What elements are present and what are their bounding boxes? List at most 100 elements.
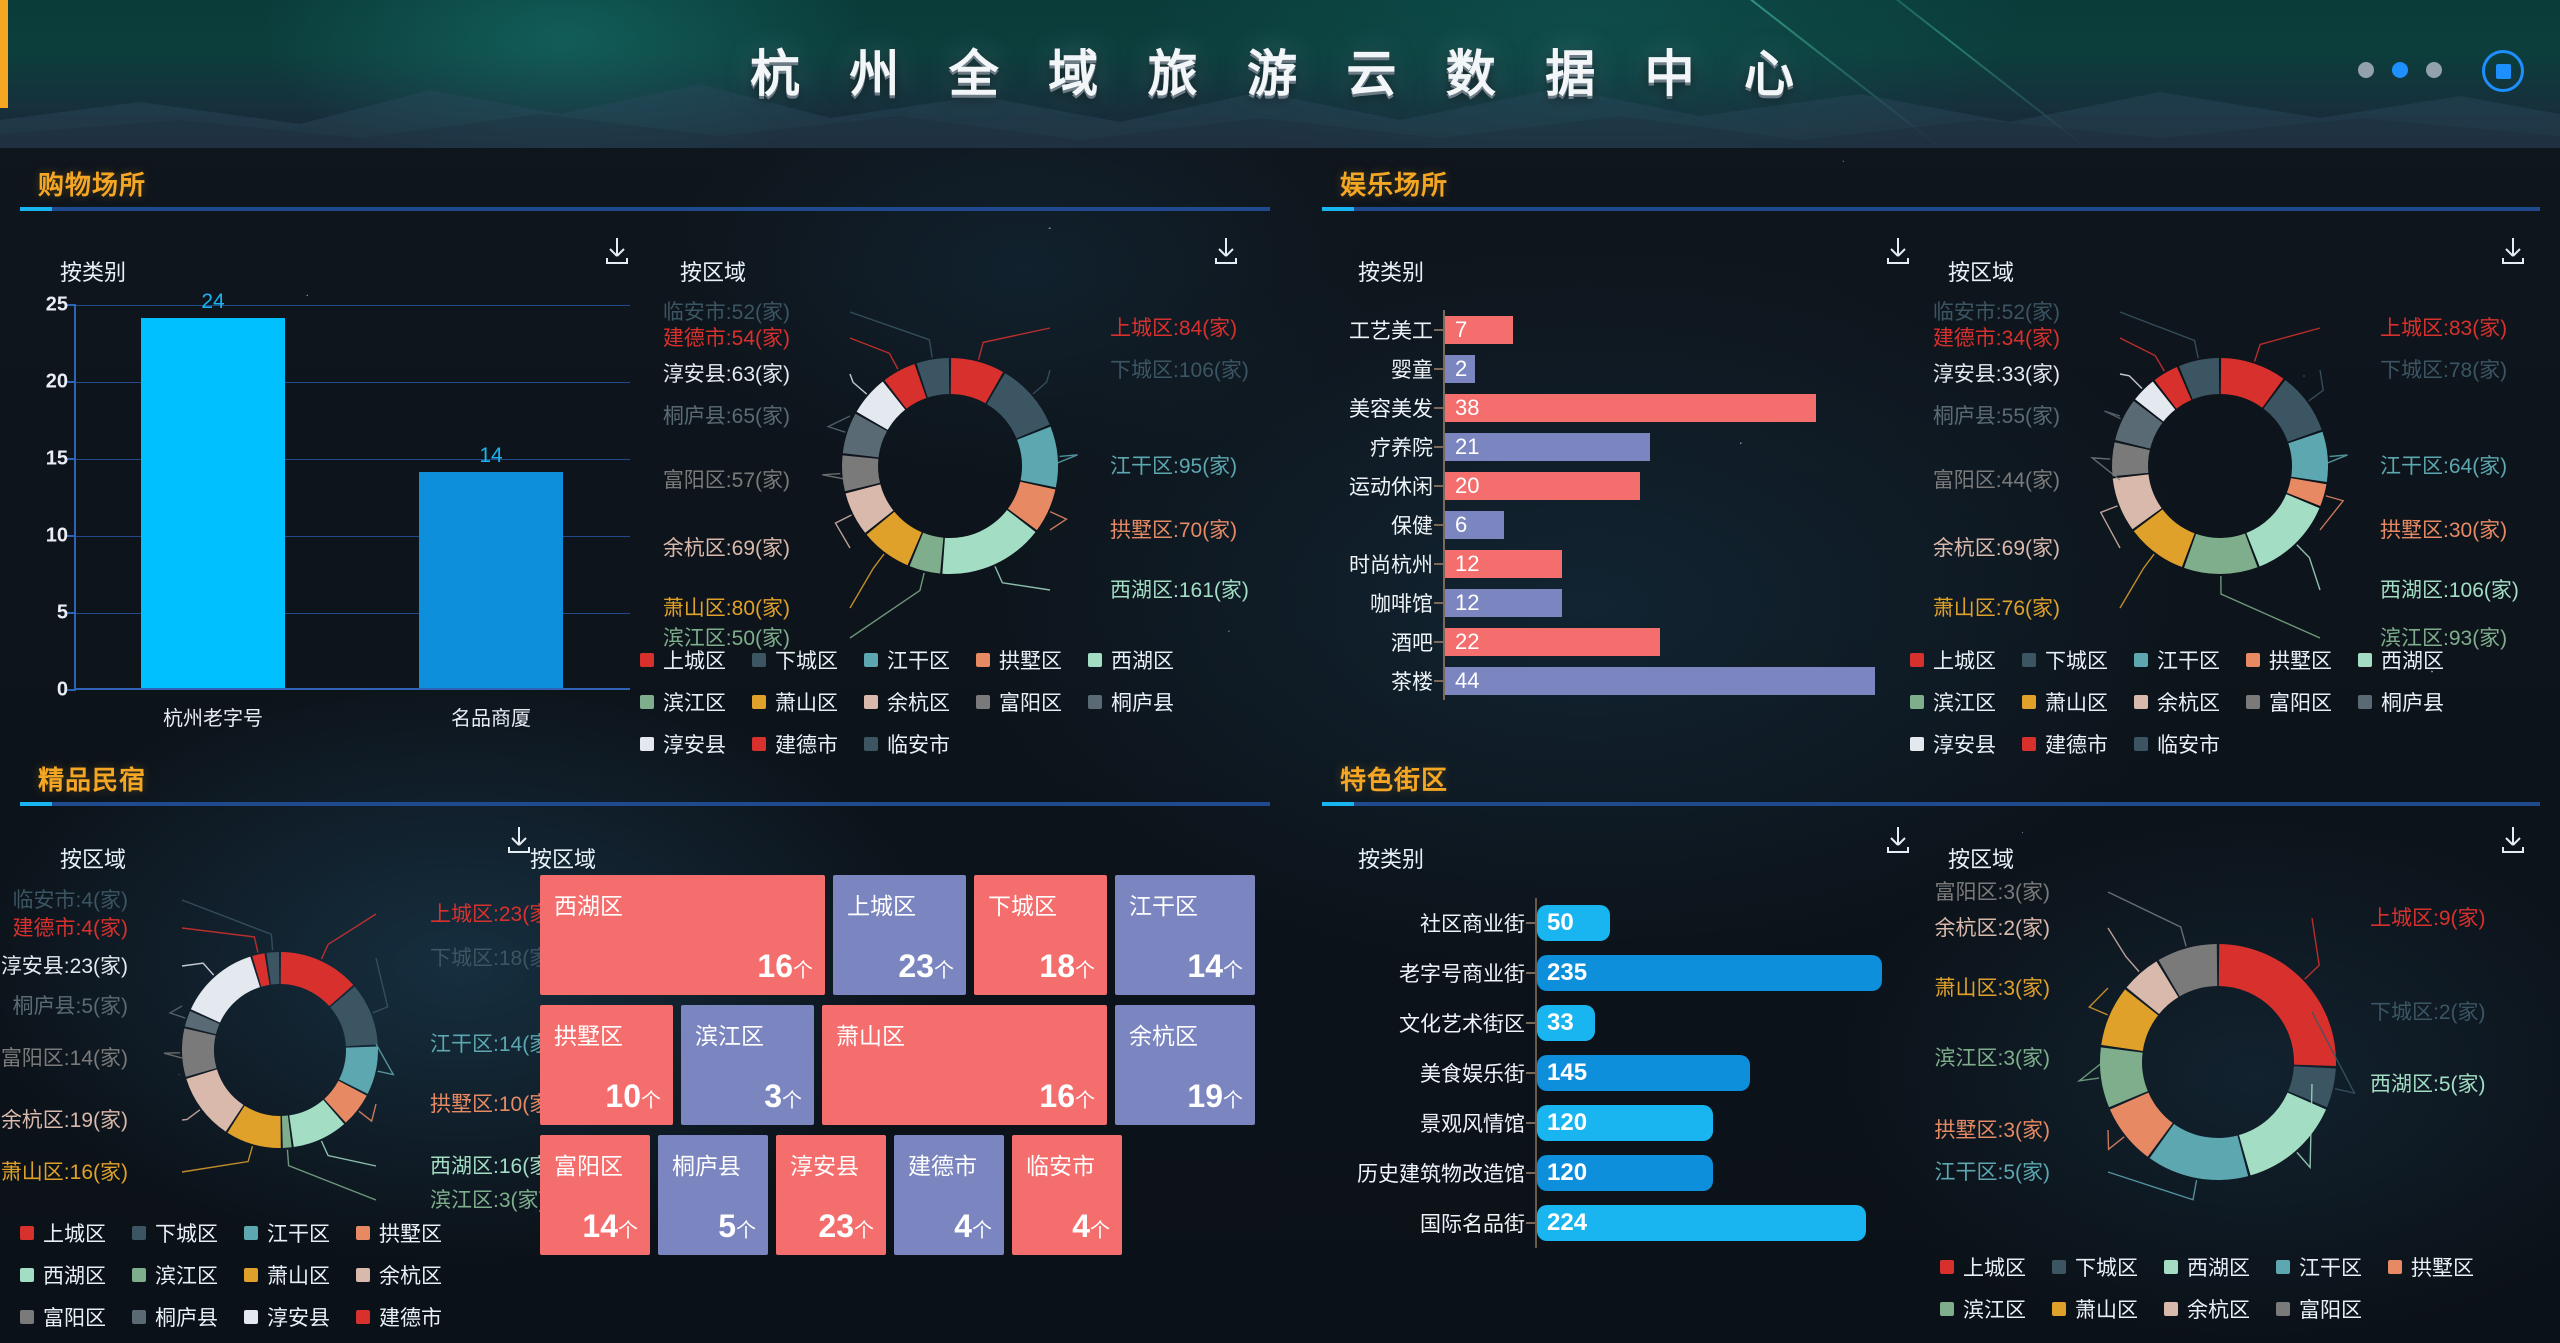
donut-slice[interactable] [2178, 358, 2220, 400]
bar-row[interactable]: 国际名品街 224 [1420, 1205, 1866, 1241]
download-icon[interactable] [1885, 826, 1911, 854]
donut-slice[interactable] [909, 532, 944, 574]
donut-slice[interactable] [2184, 533, 2258, 574]
donut-slice[interactable] [856, 381, 906, 430]
treemap-cell[interactable]: 余杭区 19个 [1115, 1005, 1255, 1125]
legend-item[interactable]: 建德市 [356, 1302, 442, 1332]
legend-item[interactable]: 西湖区 [2358, 645, 2444, 675]
donut-slice[interactable] [184, 1011, 220, 1035]
legend-item[interactable]: 临安市 [2134, 729, 2220, 759]
legend-item[interactable]: 萧山区 [752, 687, 838, 717]
donut-slice[interactable] [2100, 1047, 2148, 1108]
legend-item[interactable]: 淳安县 [640, 729, 726, 759]
legend-item[interactable]: 余杭区 [2134, 687, 2220, 717]
legend-item[interactable]: 临安市 [864, 729, 950, 759]
legend-item[interactable]: 上城区 [20, 1218, 106, 1248]
page-indicator-dots[interactable] [2358, 62, 2442, 78]
bar-row[interactable]: 咖啡馆 12 [1370, 588, 1563, 617]
donut-slice[interactable] [2126, 961, 2179, 1014]
download-icon[interactable] [604, 237, 630, 265]
legend-item[interactable]: 江干区 [2276, 1252, 2362, 1282]
legend-item[interactable]: 上城区 [1940, 1252, 2026, 1282]
legend-item[interactable]: 下城区 [2022, 645, 2108, 675]
treemap-cell[interactable]: 淳安县 23个 [776, 1135, 886, 1255]
treemap-cell[interactable]: 江干区 14个 [1115, 875, 1255, 995]
donut-slice[interactable] [181, 1028, 217, 1077]
legend-item[interactable]: 余杭区 [2164, 1294, 2250, 1324]
bar[interactable] [418, 472, 564, 688]
legend-item[interactable]: 拱墅区 [2388, 1252, 2474, 1282]
donut-slice[interactable] [916, 358, 950, 398]
legend-item[interactable]: 淳安县 [1910, 729, 1996, 759]
bar-row[interactable]: 景观风情馆 120 [1420, 1105, 1714, 1141]
legend-item[interactable]: 富阳区 [976, 687, 1062, 717]
bar[interactable] [140, 318, 286, 688]
donut-slice[interactable] [339, 1046, 378, 1094]
download-icon[interactable] [2500, 237, 2526, 265]
download-icon[interactable] [1213, 237, 1239, 265]
download-icon[interactable] [506, 826, 532, 854]
stop-button[interactable] [2482, 50, 2524, 92]
donut-slice[interactable] [2220, 358, 2284, 408]
legend-item[interactable]: 西湖区 [1088, 645, 1174, 675]
treemap-cell[interactable]: 萧山区 16个 [822, 1005, 1107, 1125]
bar-row[interactable]: 茶楼 44 [1391, 666, 1875, 695]
bar-row[interactable]: 酒吧 22 [1391, 627, 1660, 656]
donut-slice[interactable] [2112, 442, 2150, 477]
donut-slice[interactable] [2263, 379, 2322, 442]
donut-slice[interactable] [2115, 401, 2163, 449]
donut-slice[interactable] [2133, 509, 2195, 568]
donut-slice[interactable] [2246, 494, 2320, 567]
donut-slice[interactable] [2238, 1092, 2327, 1176]
donut-slice[interactable] [2149, 1123, 2249, 1180]
bar-row[interactable]: 美容美发 38 [1349, 393, 1817, 422]
donut-slice[interactable] [2109, 1092, 2173, 1157]
legend-item[interactable]: 滨江区 [1910, 687, 1996, 717]
bar-row[interactable]: 美食娱乐街 145 [1420, 1055, 1750, 1091]
legend-item[interactable]: 桐庐县 [2358, 687, 2444, 717]
bar-row[interactable]: 老字号商业街 235 [1399, 955, 1882, 991]
treemap-cell[interactable]: 下城区 18个 [974, 875, 1107, 995]
page-dot-1[interactable] [2358, 62, 2374, 78]
legend-item[interactable]: 桐庐县 [132, 1302, 218, 1332]
donut-slice[interactable] [1017, 426, 1058, 488]
legend-item[interactable]: 下城区 [132, 1218, 218, 1248]
donut-slice[interactable] [227, 1105, 281, 1148]
donut-slice[interactable] [2286, 478, 2327, 507]
treemap-cell[interactable]: 建德市 4个 [894, 1135, 1004, 1255]
donut-slice[interactable] [289, 1099, 345, 1148]
bar-row[interactable]: 时尚杭州 12 [1349, 549, 1563, 578]
donut-slice[interactable] [330, 986, 378, 1047]
legend-item[interactable]: 拱墅区 [356, 1218, 442, 1248]
download-icon[interactable] [2500, 826, 2526, 854]
donut-slice[interactable] [884, 364, 927, 409]
donut-slice[interactable] [2158, 944, 2218, 997]
legend-item[interactable]: 拱墅区 [976, 645, 1062, 675]
donut-slice[interactable] [186, 1069, 244, 1132]
legend-item[interactable]: 江干区 [244, 1218, 330, 1248]
treemap-cell[interactable]: 桐庐县 5个 [658, 1135, 768, 1255]
legend-item[interactable]: 上城区 [640, 645, 726, 675]
donut-slice[interactable] [2218, 944, 2336, 1067]
treemap-cell[interactable]: 临安市 4个 [1012, 1135, 1122, 1255]
legend-item[interactable]: 萧山区 [2052, 1294, 2138, 1324]
donut-slice[interactable] [2112, 474, 2162, 530]
treemap-cell[interactable]: 上城区 23个 [833, 875, 966, 995]
legend-item[interactable]: 拱墅区 [2246, 645, 2332, 675]
treemap-cell[interactable]: 富阳区 14个 [540, 1135, 650, 1255]
page-dot-3[interactable] [2426, 62, 2442, 78]
donut-slice[interactable] [842, 455, 880, 492]
donut-slice[interactable] [845, 484, 894, 533]
donut-slice[interactable] [866, 511, 922, 566]
donut-slice[interactable] [2154, 366, 2192, 409]
bar-row[interactable]: 社区商业街 50 [1420, 905, 1611, 941]
treemap-cell[interactable]: 拱墅区 10个 [540, 1005, 673, 1125]
download-icon[interactable] [1885, 237, 1911, 265]
legend-item[interactable]: 下城区 [752, 645, 838, 675]
bar-row[interactable]: 工艺美工 7 [1349, 315, 1514, 344]
donut-slice[interactable] [281, 1115, 292, 1148]
legend-item[interactable]: 萧山区 [244, 1260, 330, 1290]
legend-item[interactable]: 滨江区 [132, 1260, 218, 1290]
legend-item[interactable]: 建德市 [2022, 729, 2108, 759]
legend-item[interactable]: 西湖区 [20, 1260, 106, 1290]
